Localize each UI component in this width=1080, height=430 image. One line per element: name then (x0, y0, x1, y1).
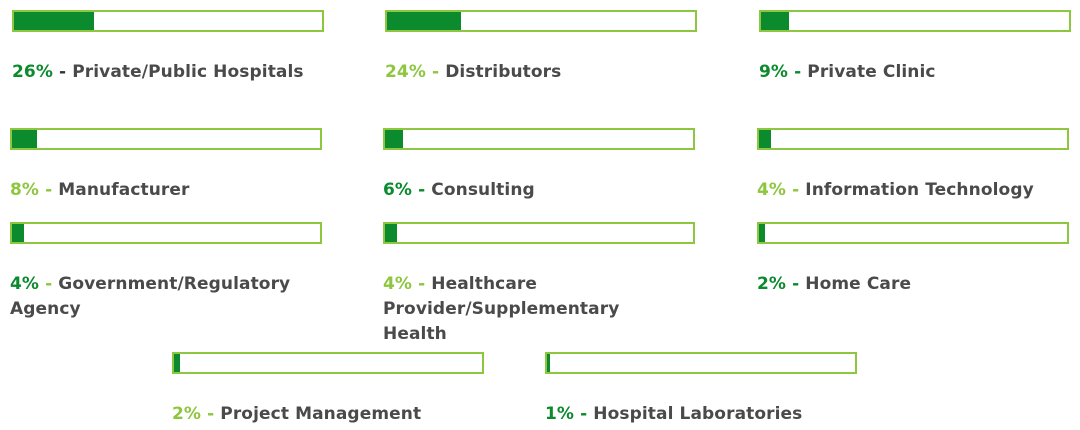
category-name: Consulting (431, 180, 535, 200)
category-name: Manufacturer (58, 180, 190, 200)
percent-value: 2% (757, 274, 787, 294)
label-separator: - (786, 180, 806, 200)
category-name: Home Care (805, 274, 912, 294)
category-item: 26% - Private/Public Hospitals (12, 10, 324, 85)
bar-fill (385, 130, 403, 148)
category-item: 24% - Distributors (385, 10, 697, 85)
category-item: 2% - Home Care (757, 222, 1069, 297)
bar-fill (759, 224, 765, 242)
label-separator: - (39, 180, 59, 200)
percent-value: 6% (383, 180, 413, 200)
category-label: 4% - Information Technology (757, 178, 1069, 203)
label-separator: - (788, 62, 808, 82)
percent-value: 9% (759, 62, 789, 82)
bar-fill (387, 12, 461, 30)
category-item: 1% - Hospital Laboratories (545, 352, 857, 427)
percent-value: 24% (385, 62, 426, 82)
percent-value: 4% (383, 274, 413, 294)
category-item: 6% - Consulting (383, 128, 695, 203)
category-label: 24% - Distributors (385, 60, 697, 85)
bar-fill (174, 354, 180, 372)
bar-track (545, 352, 857, 374)
bar-fill (12, 130, 37, 148)
category-name: Government/Regulatory Agency (10, 274, 291, 319)
label-separator: - (426, 62, 446, 82)
label-separator: - (39, 274, 59, 294)
bar-track (759, 10, 1071, 32)
bar-fill (759, 130, 771, 148)
bar-track (383, 128, 695, 150)
bar-track (383, 222, 695, 244)
percent-value: 2% (172, 404, 202, 424)
bar-track (10, 128, 322, 150)
category-label: 26% - Private/Public Hospitals (12, 60, 324, 85)
percent-value: 26% (12, 62, 53, 82)
bar-track (757, 222, 1069, 244)
category-label: 4% - Healthcare Provider/Supplementary H… (383, 272, 653, 347)
category-item: 2% - Project Management (172, 352, 484, 427)
label-separator: - (53, 62, 73, 82)
category-name: Healthcare Provider/Supplementary Health (383, 274, 620, 344)
bar-track (10, 222, 322, 244)
bar-track (172, 352, 484, 374)
category-label: 8% - Manufacturer (10, 178, 322, 203)
category-item: 4% - Government/Regulatory Agency (10, 222, 322, 322)
bar-fill (14, 12, 94, 30)
category-item: 8% - Manufacturer (10, 128, 322, 203)
category-label: 2% - Home Care (757, 272, 1069, 297)
label-separator: - (412, 274, 432, 294)
category-name: Private/Public Hospitals (72, 62, 304, 82)
bar-fill (761, 12, 789, 30)
category-name: Information Technology (805, 180, 1034, 200)
bar-track (12, 10, 324, 32)
bar-track (757, 128, 1069, 150)
bar-track (385, 10, 697, 32)
category-item: 9% - Private Clinic (759, 10, 1071, 85)
label-separator: - (201, 404, 221, 424)
label-separator: - (412, 180, 432, 200)
category-name: Project Management (220, 404, 422, 424)
category-label: 9% - Private Clinic (759, 60, 1071, 85)
percent-value: 1% (545, 404, 575, 424)
percent-value: 4% (10, 274, 40, 294)
bar-fill (547, 354, 550, 372)
category-item: 4% - Information Technology (757, 128, 1069, 203)
bar-fill (12, 224, 24, 242)
bar-fill (385, 224, 397, 242)
label-separator: - (574, 404, 594, 424)
category-label: 2% - Project Management (172, 402, 484, 427)
category-item: 4% - Healthcare Provider/Supplementary H… (383, 222, 695, 347)
category-name: Private Clinic (807, 62, 936, 82)
label-separator: - (786, 274, 806, 294)
percent-value: 8% (10, 180, 40, 200)
category-label: 1% - Hospital Laboratories (545, 402, 857, 427)
category-label: 6% - Consulting (383, 178, 695, 203)
category-label: 4% - Government/Regulatory Agency (10, 272, 322, 322)
category-name: Hospital Laboratories (593, 404, 803, 424)
category-name: Distributors (445, 62, 562, 82)
percent-value: 4% (757, 180, 787, 200)
